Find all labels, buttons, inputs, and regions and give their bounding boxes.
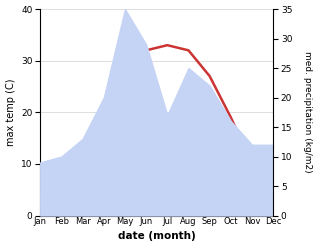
- X-axis label: date (month): date (month): [118, 231, 196, 242]
- Y-axis label: med. precipitation (kg/m2): med. precipitation (kg/m2): [303, 51, 313, 173]
- Y-axis label: max temp (C): max temp (C): [5, 79, 16, 146]
